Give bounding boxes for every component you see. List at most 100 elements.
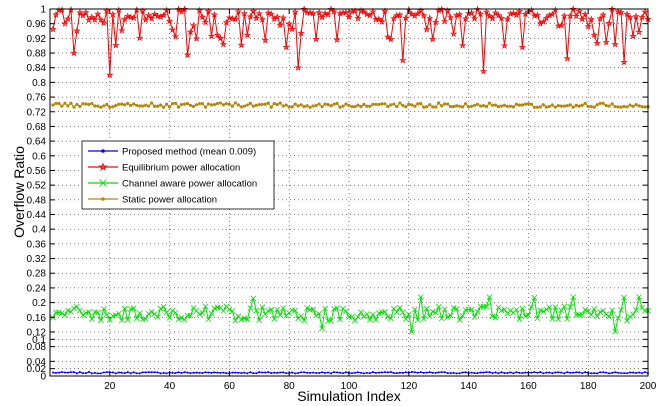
y-tick-label: 0.56 bbox=[27, 166, 47, 177]
data-point bbox=[547, 104, 551, 109]
data-point bbox=[195, 371, 198, 374]
series-1 bbox=[51, 370, 649, 375]
data-point bbox=[63, 101, 67, 105]
data-point bbox=[294, 372, 297, 375]
data-point bbox=[106, 71, 114, 79]
data-point bbox=[111, 371, 114, 374]
data-point bbox=[384, 33, 392, 41]
data-point bbox=[459, 312, 466, 319]
data-point bbox=[141, 371, 144, 374]
data-point bbox=[314, 103, 318, 108]
data-point bbox=[414, 317, 421, 323]
data-point bbox=[291, 8, 299, 16]
data-point bbox=[367, 316, 373, 323]
data-point bbox=[182, 102, 187, 106]
data-point bbox=[532, 105, 536, 109]
data-point bbox=[452, 371, 455, 374]
data-point bbox=[627, 313, 633, 320]
data-point bbox=[599, 371, 602, 374]
data-point bbox=[613, 105, 617, 109]
data-point bbox=[321, 9, 329, 17]
data-point bbox=[369, 7, 377, 15]
data-point bbox=[419, 371, 422, 374]
data-point bbox=[108, 105, 112, 109]
data-point bbox=[602, 38, 610, 46]
data-point bbox=[611, 40, 619, 48]
data-point bbox=[300, 371, 303, 374]
data-point bbox=[261, 36, 269, 44]
data-point bbox=[210, 371, 213, 374]
data-point bbox=[51, 371, 54, 374]
data-point bbox=[114, 372, 117, 375]
data-point bbox=[339, 371, 342, 374]
data-point bbox=[54, 101, 58, 106]
data-point bbox=[261, 371, 264, 374]
data-point bbox=[383, 102, 387, 106]
data-point bbox=[508, 104, 513, 108]
y-tick-label: 0.52 bbox=[27, 181, 47, 192]
data-point bbox=[299, 103, 303, 107]
data-point bbox=[169, 307, 176, 314]
data-point bbox=[275, 102, 279, 107]
data-point bbox=[555, 316, 562, 323]
legend-label: Proposed method (mean 0.009) bbox=[122, 147, 256, 158]
data-point bbox=[186, 371, 189, 374]
data-point bbox=[270, 372, 273, 375]
data-point bbox=[201, 371, 204, 374]
data-point bbox=[417, 6, 425, 14]
data-point bbox=[168, 26, 177, 33]
data-point bbox=[615, 315, 621, 321]
data-point bbox=[311, 104, 315, 108]
data-point bbox=[533, 371, 536, 374]
data-point bbox=[593, 372, 596, 375]
data-point bbox=[513, 306, 520, 313]
data-point bbox=[389, 371, 392, 374]
data-point bbox=[69, 101, 73, 105]
data-point bbox=[180, 371, 183, 374]
data-point bbox=[285, 372, 288, 375]
data-point bbox=[318, 372, 321, 375]
data-point bbox=[138, 372, 141, 375]
data-point bbox=[324, 372, 327, 375]
data-point bbox=[150, 371, 153, 374]
data-point bbox=[562, 104, 566, 108]
data-point bbox=[579, 311, 586, 318]
data-point bbox=[496, 104, 501, 109]
data-point bbox=[614, 7, 622, 15]
data-point bbox=[482, 8, 491, 16]
y-tick-label: 0.96 bbox=[27, 19, 47, 30]
data-point bbox=[501, 306, 508, 313]
data-point bbox=[126, 101, 130, 105]
data-point bbox=[100, 305, 107, 312]
x-tick-label: 120 bbox=[400, 381, 417, 392]
data-point bbox=[514, 102, 519, 106]
data-point bbox=[353, 105, 357, 109]
data-point bbox=[539, 370, 542, 373]
data-point bbox=[334, 305, 340, 311]
data-point bbox=[271, 315, 278, 322]
data-point bbox=[240, 9, 248, 17]
data-point bbox=[621, 294, 627, 301]
data-point bbox=[350, 372, 353, 375]
data-point bbox=[482, 371, 485, 374]
data-point bbox=[312, 371, 315, 374]
y-tick-label: 1 bbox=[40, 5, 46, 16]
data-point bbox=[139, 7, 147, 15]
data-point bbox=[563, 372, 566, 375]
data-point bbox=[471, 314, 478, 320]
data-point bbox=[505, 104, 510, 108]
data-point bbox=[118, 26, 126, 34]
data-point bbox=[135, 103, 139, 107]
data-point bbox=[188, 103, 193, 107]
data-point bbox=[176, 105, 181, 109]
data-point bbox=[634, 103, 638, 107]
data-point bbox=[78, 370, 81, 373]
data-point bbox=[183, 371, 186, 374]
legend-marker bbox=[99, 179, 107, 187]
data-point bbox=[419, 101, 423, 106]
data-point bbox=[194, 103, 199, 107]
data-point bbox=[156, 371, 159, 374]
y-tick-label: 0 bbox=[40, 372, 46, 383]
data-point bbox=[308, 105, 312, 109]
data-point bbox=[198, 13, 207, 21]
